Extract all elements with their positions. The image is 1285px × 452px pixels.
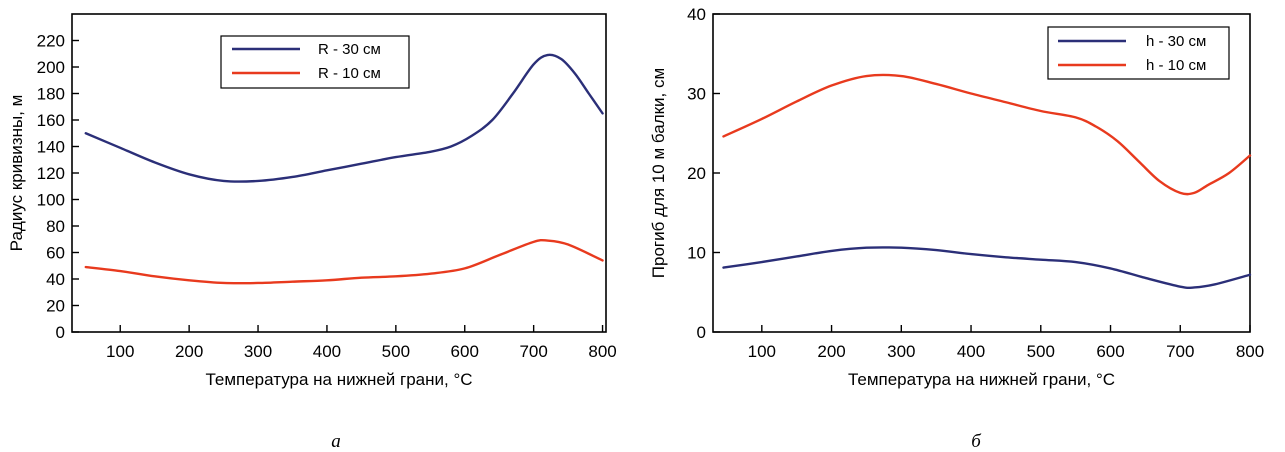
panel-caption: а (331, 431, 341, 452)
x-tick-label: 700 (1166, 342, 1194, 361)
y-tick-label: 100 (37, 191, 65, 210)
x-tick-label: 400 (313, 342, 341, 361)
x-tick-label: 700 (519, 342, 547, 361)
y-tick-label: 30 (687, 85, 706, 104)
legend: h - 30 см h - 10 см (1047, 26, 1230, 80)
legend-box (1047, 26, 1230, 80)
series-line-1 (84, 53, 604, 183)
x-tick-label: 200 (175, 342, 203, 361)
x-tick-label: 300 (887, 342, 915, 361)
y-tick-label: 140 (37, 138, 65, 157)
series-line-2 (84, 238, 604, 285)
x-tick-label: 500 (1027, 342, 1055, 361)
panel-caption: б (971, 431, 982, 452)
x-tick-label: 200 (817, 342, 845, 361)
y-tick-label: 60 (46, 244, 65, 263)
x-tick-label: 400 (957, 342, 985, 361)
y-tick-label: 180 (37, 85, 65, 104)
y-axis-label: Прогиб для 10 м балки, см (649, 68, 668, 278)
x-axis-label: Температура на нижней грани, °C (848, 370, 1115, 389)
y-tick-label: 10 (687, 244, 706, 263)
legend-label: R - 10 см (318, 65, 381, 82)
y-tick-label: 0 (697, 323, 706, 342)
y-tick-label: 80 (46, 217, 65, 236)
legend-box (220, 35, 410, 89)
y-tick-label: 120 (37, 164, 65, 183)
y-tick-label: 200 (37, 58, 65, 77)
y-tick-label: 20 (687, 164, 706, 183)
x-tick-label: 300 (244, 342, 272, 361)
y-axis-label: Радиус кривизны, м (7, 95, 26, 252)
x-tick-label: 600 (451, 342, 479, 361)
legend-label: h - 30 см (1146, 33, 1206, 50)
legend-label: h - 10 см (1146, 57, 1206, 74)
x-tick-label: 100 (748, 342, 776, 361)
y-tick-label: 220 (37, 32, 65, 51)
x-tick-label: 500 (382, 342, 410, 361)
series-line-2 (722, 73, 1252, 196)
chart-b: 100 200 300 400 500 600 700 800 0 10 20 30 40 Темпера… (649, 5, 1264, 452)
x-tick-label: 800 (588, 342, 616, 361)
x-tick-label: 600 (1096, 342, 1124, 361)
x-axis-label: Температура на нижней грани, °C (205, 370, 472, 389)
series-line-1 (722, 246, 1252, 290)
y-tick-label: 0 (56, 323, 65, 342)
chart-a: 100 200 300 400 500 600 700 800 0 20 40 60 80 100 120 1… (7, 13, 617, 452)
y-tick-label: 160 (37, 111, 65, 130)
y-tick-label: 40 (687, 5, 706, 24)
y-tick-label: 40 (46, 270, 65, 289)
y-tick-label: 20 (46, 297, 65, 316)
legend-label: R - 30 см (318, 41, 381, 58)
legend: R - 30 см R - 10 см (220, 35, 410, 89)
x-tick-label: 100 (106, 342, 134, 361)
x-tick-label: 800 (1236, 342, 1264, 361)
